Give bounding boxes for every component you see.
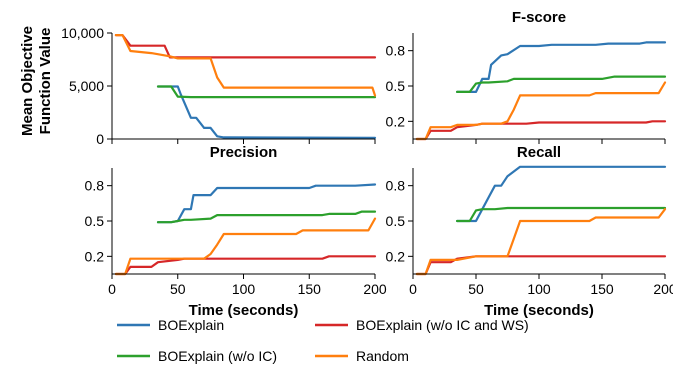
y-tick-label: 0.8 xyxy=(85,178,105,194)
series-line-random xyxy=(114,33,377,97)
y-tick-label: 0.5 xyxy=(85,213,105,229)
y-axis-label-line: Function Value xyxy=(37,28,54,135)
y-tick-label: 0.8 xyxy=(386,178,406,194)
y-tick-label: 10,000 xyxy=(61,25,104,41)
x-tick-label: 200 xyxy=(363,281,387,297)
series-group xyxy=(114,33,377,139)
y-tick-label: 0.2 xyxy=(386,248,406,264)
legend-label-boexplain-wo-ic-and-ws: BOExplain (w/o IC and WS) xyxy=(356,317,529,333)
x-tick-label: 150 xyxy=(298,281,322,297)
series-line-boexplain-w-o-ic-and-ws xyxy=(415,120,667,141)
panel-precision: 0.2 0.5 0.8 0 50 100 150 200 Precision Time (seco… xyxy=(85,144,387,319)
legend-label-random: Random xyxy=(356,348,409,364)
legend-item-random: Random xyxy=(315,348,409,364)
series-group xyxy=(415,165,667,276)
y-axis-label: Mean ObjectiveFunction Value xyxy=(19,26,54,136)
y-tick-label: 5,000 xyxy=(69,78,104,94)
legend-item-boexplain: BOExplain xyxy=(117,317,224,333)
panel-title: F-score xyxy=(512,9,566,26)
x-tick-label: 100 xyxy=(527,281,551,297)
x-axis-label: Time (seconds) xyxy=(484,302,594,319)
x-tick-label: 50 xyxy=(170,281,186,297)
legend-label-boexplain: BOExplain xyxy=(158,317,224,333)
x-tick-label: 0 xyxy=(409,281,417,297)
legend-item-boexplain-wo-ic-and-ws: BOExplain (w/o IC and WS) xyxy=(315,317,529,333)
series-line-random xyxy=(415,81,667,141)
series-line-random xyxy=(114,217,377,276)
panel-fscore: 0.2 0.5 0.8 F-score xyxy=(386,9,667,144)
series-line-boexplain xyxy=(456,41,667,94)
series-line-random xyxy=(415,208,667,276)
panel-title: Recall xyxy=(517,144,561,161)
legend-item-boexplain-wo-ic: BOExplain (w/o IC) xyxy=(117,348,277,364)
panels: 0 5,000 10,000 Mean ObjectiveFunction Value… xyxy=(19,9,673,319)
panel-title: Precision xyxy=(210,144,278,161)
y-tick-label: 0 xyxy=(96,131,104,147)
series-group xyxy=(114,183,377,276)
series-line-boexplain xyxy=(456,165,667,223)
series-line-boexplain-w-o-ic xyxy=(156,210,377,224)
y-axis-label-line: Mean Objective xyxy=(19,26,36,136)
series-line-boexplain-w-o-ic xyxy=(156,85,377,99)
y-tick-label: 0.8 xyxy=(386,43,406,59)
y-tick-label: 0.5 xyxy=(386,78,406,94)
legend: BOExplain BOExplain (w/o IC and WS) BOEx… xyxy=(117,317,529,364)
y-tick-label: 0.5 xyxy=(386,213,406,229)
x-tick-label: 50 xyxy=(468,281,484,297)
series-group xyxy=(415,41,667,141)
x-tick-label: 0 xyxy=(108,281,116,297)
panel-recall: 0.2 0.5 0.8 0 50 100 150 200 Recall Time (seconds… xyxy=(386,144,673,319)
series-line-boexplain xyxy=(156,183,377,224)
y-tick-label: 0.2 xyxy=(85,248,105,264)
x-tick-label: 150 xyxy=(590,281,614,297)
legend-label-boexplain-wo-ic: BOExplain (w/o IC) xyxy=(158,348,277,364)
series-line-boexplain-w-o-ic xyxy=(456,206,667,223)
y-tick-label: 0.2 xyxy=(386,113,406,129)
panel-objective: 0 5,000 10,000 Mean ObjectiveFunction Value xyxy=(19,25,377,147)
series-line-boexplain-w-o-ic xyxy=(456,75,667,94)
x-axis-label: Time (seconds) xyxy=(189,302,299,319)
x-tick-label: 200 xyxy=(653,281,673,297)
x-tick-label: 100 xyxy=(232,281,256,297)
series-line-boexplain xyxy=(156,85,377,139)
